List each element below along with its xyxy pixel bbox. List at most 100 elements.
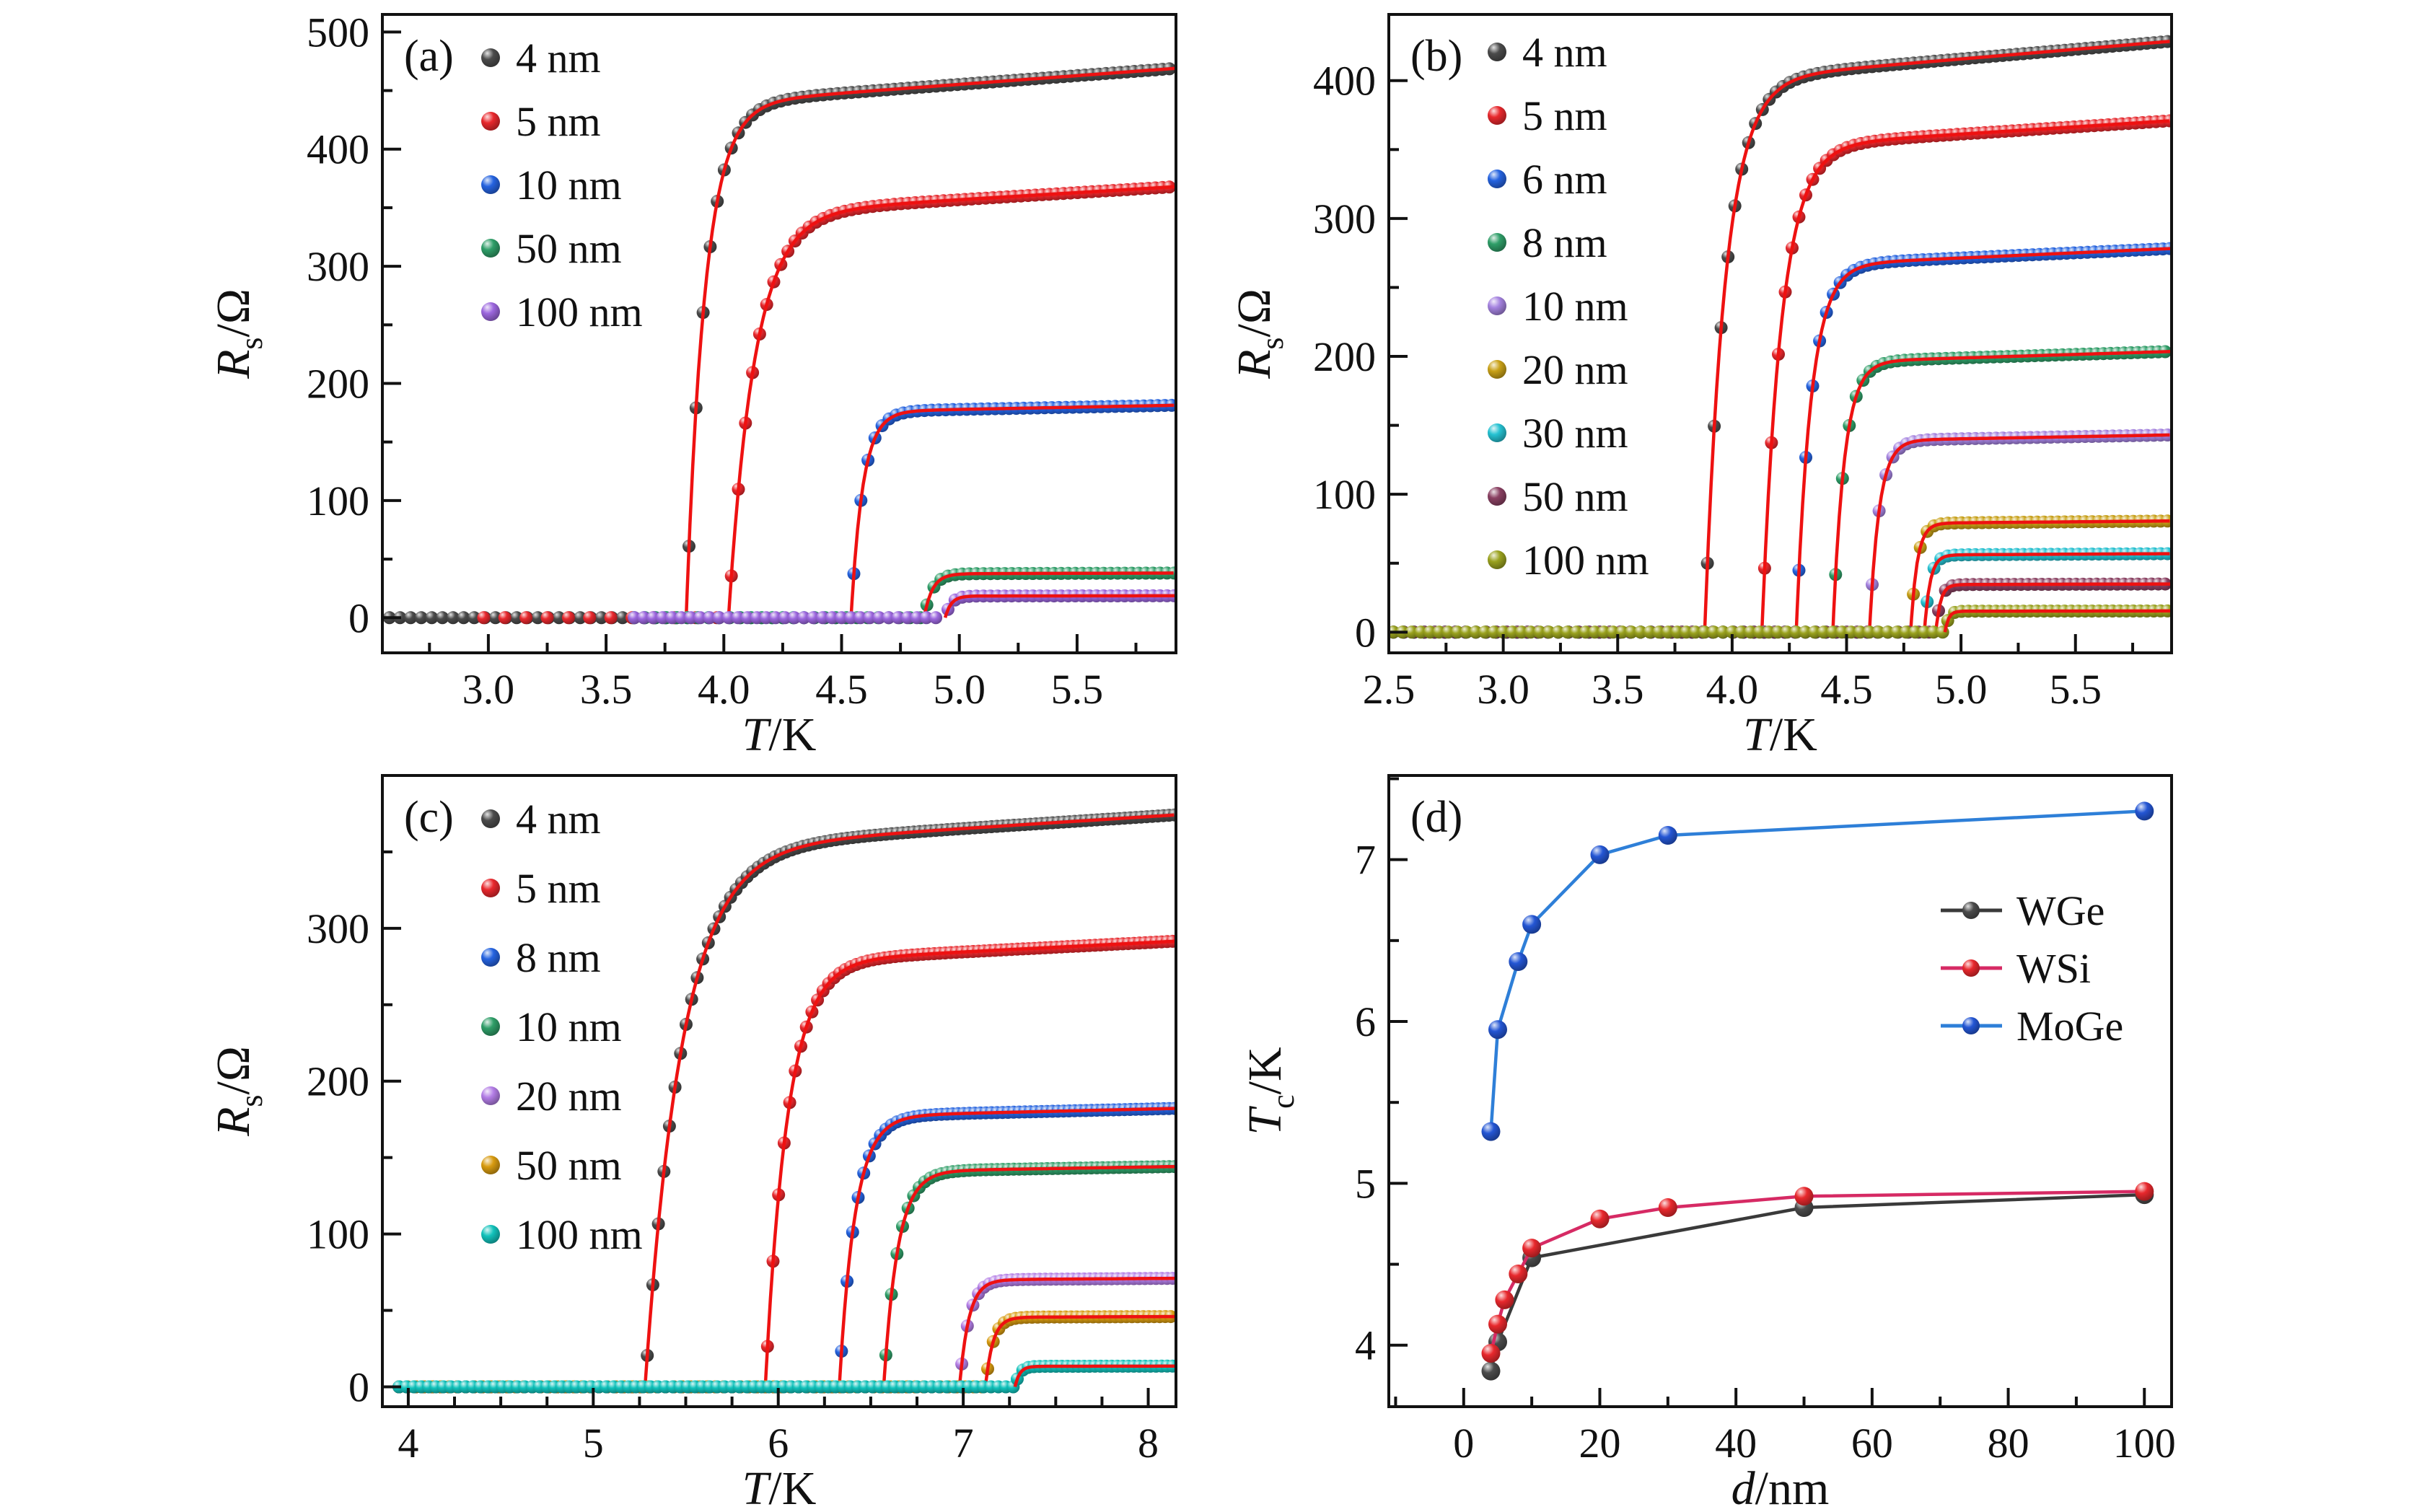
- trend-line-wsi: [1489, 1190, 2145, 1354]
- y-tick-label: 300: [307, 905, 369, 952]
- legend-label: 100 nm: [516, 1211, 643, 1258]
- series-layer-d: [1481, 801, 2154, 1381]
- y-tick-label: 0: [1355, 609, 1376, 656]
- legend-item-4-nm: 4 nm: [481, 35, 601, 82]
- x-tick-label: 80: [1988, 1420, 2029, 1467]
- x-tick-label: 5.5: [2050, 666, 2102, 713]
- y-tick-label: 7: [1355, 837, 1376, 884]
- fit-line-6-nm: [1794, 247, 2171, 633]
- x-tick-label: 5.0: [1935, 666, 1988, 713]
- axis-ticks-b: [1387, 79, 2135, 653]
- legend-label: 50 nm: [516, 225, 622, 272]
- fit-line-5-nm: [1760, 119, 2169, 633]
- y-tick-label: 0: [348, 1363, 369, 1410]
- legend-item-100-nm: 100 nm: [481, 289, 643, 335]
- series-4-nm: [382, 62, 1176, 625]
- legend-item-wge: WGe: [1941, 887, 2104, 934]
- x-tick-label: 4.5: [815, 666, 868, 713]
- fit-line-100-nm: [943, 594, 1175, 618]
- fit-line-10-nm: [849, 403, 1175, 618]
- legend-item-100-nm: 100 nm: [1488, 537, 1649, 584]
- legend-item-6-nm: 6 nm: [1488, 156, 1607, 203]
- fit-line-4-nm: [684, 66, 1176, 618]
- plot-border-a: [381, 13, 1177, 654]
- legend-item-50-nm: 50 nm: [481, 225, 622, 272]
- legend-label: 5 nm: [516, 865, 601, 912]
- legend-item-5-nm: 5 nm: [481, 98, 601, 145]
- fit-line-100-nm: [1013, 1364, 1176, 1388]
- x-tick-label: 6: [768, 1420, 789, 1467]
- legend-label: 8 nm: [1522, 219, 1607, 266]
- fit-line-5-nm: [763, 939, 1175, 1387]
- series-20-nm: [1389, 514, 2172, 639]
- series-100-nm: [1389, 604, 2172, 639]
- legend-item-50-nm: 50 nm: [481, 1142, 622, 1189]
- legend-label: 100 nm: [1522, 537, 1649, 584]
- legend-item-100-nm: 100 nm: [481, 1211, 643, 1258]
- legend-item-20-nm: 20 nm: [1488, 346, 1628, 393]
- y-tick-label: 400: [307, 126, 369, 173]
- x-tick-label: 5.0: [933, 666, 986, 713]
- panel-c: 4 5 6 7 8 0 100 200 300 T/K Rs/Ω (c) 4 nm 5 nm 8 nm 10 …: [207, 774, 1177, 1512]
- x-tick-label: 20: [1579, 1420, 1620, 1467]
- axis-ticks-a: [382, 30, 1138, 653]
- legend-item-8-nm: 8 nm: [1488, 219, 1607, 266]
- y-tick-label: 5: [1355, 1160, 1376, 1207]
- plot-border-b: [1387, 13, 2173, 654]
- x-tick-label: 4: [398, 1420, 418, 1467]
- y-tick-label: 6: [1355, 998, 1376, 1045]
- y-tick-label: 400: [1313, 58, 1376, 105]
- fit-line-20-nm: [1909, 519, 2170, 633]
- legend-item-50-nm: 50 nm: [1488, 473, 1628, 520]
- axis-ticks-d: [1389, 777, 2146, 1407]
- legend-item-10-nm: 10 nm: [481, 162, 622, 208]
- series-wge: [1481, 1185, 2154, 1381]
- legend-d: WGe WSi MoGe: [1941, 887, 2123, 1050]
- y-axis-label-c: Rs/Ω: [207, 1046, 269, 1137]
- legend-item-4-nm: 4 nm: [481, 796, 601, 843]
- y-axis-label-b: Rs/Ω: [1228, 289, 1290, 379]
- plot-border-d: [1387, 774, 2173, 1408]
- panel-tag-b: (b): [1410, 32, 1462, 81]
- legend-label: 10 nm: [516, 162, 622, 208]
- series-layer-b: [1389, 35, 2172, 639]
- y-axis-label-d: Tc/K: [1239, 1047, 1301, 1135]
- x-axis-label-a: T/K: [742, 708, 817, 761]
- y-tick-label: 0: [348, 594, 369, 641]
- x-axis-label-c: T/K: [742, 1462, 817, 1512]
- legend-label: 50 nm: [516, 1142, 622, 1189]
- legend-label: 10 nm: [1522, 283, 1628, 330]
- legend-item-5-nm: 5 nm: [1488, 92, 1607, 139]
- x-tick-label: 2.5: [1363, 666, 1416, 713]
- x-tick-label: 5.5: [1051, 666, 1104, 713]
- series-layer-a: [382, 62, 1176, 625]
- legend-label: 50 nm: [1522, 473, 1628, 520]
- y-tick-label: 500: [307, 9, 369, 56]
- fit-line-4-nm: [643, 813, 1175, 1387]
- fit-line-8-nm: [1831, 350, 2172, 633]
- panel-tag-a: (a): [404, 32, 454, 81]
- legend-label: 30 nm: [1522, 410, 1628, 457]
- panel-a: 3.0 3.5 4.0 4.5 5.0 5.5 0 100 200 300 400 500 T/K Rs/…: [207, 9, 1177, 761]
- legend-label: 20 nm: [516, 1073, 622, 1120]
- x-axis-label-b: T/K: [1743, 708, 1817, 761]
- series-100-nm: [628, 589, 1176, 625]
- x-tick-label: 4.0: [698, 666, 750, 713]
- fit-line-5-nm: [727, 185, 1176, 618]
- legend-label: 4 nm: [516, 796, 601, 843]
- panel-b: 2.5 3.0 3.5 4.0 4.5 5.0 5.5 0 100 200 300 400 T/K Rs/…: [1228, 13, 2173, 761]
- x-tick-label: 3.0: [462, 666, 515, 713]
- x-tick-label: 4.5: [1820, 666, 1873, 713]
- x-tick-label: 4.0: [1706, 666, 1759, 713]
- y-tick-label: 100: [307, 1211, 369, 1258]
- legend-label: 6 nm: [1522, 156, 1607, 203]
- y-tick-label: 200: [307, 361, 369, 408]
- x-tick-label: 3.5: [580, 666, 633, 713]
- x-tick-label: 5: [583, 1420, 604, 1467]
- legend-label: 5 nm: [516, 98, 601, 145]
- axis-ticks-c: [382, 774, 1150, 1407]
- legend-label: 10 nm: [516, 1003, 622, 1050]
- fit-line-20-nm: [957, 1276, 1176, 1387]
- y-tick-label: 300: [307, 243, 369, 290]
